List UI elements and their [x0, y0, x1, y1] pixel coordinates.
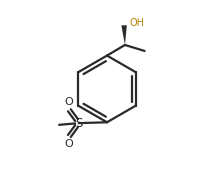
Text: O: O — [64, 139, 73, 149]
Polygon shape — [121, 25, 127, 45]
Text: O: O — [64, 97, 73, 107]
Text: OH: OH — [129, 18, 145, 28]
Text: S: S — [75, 117, 82, 130]
